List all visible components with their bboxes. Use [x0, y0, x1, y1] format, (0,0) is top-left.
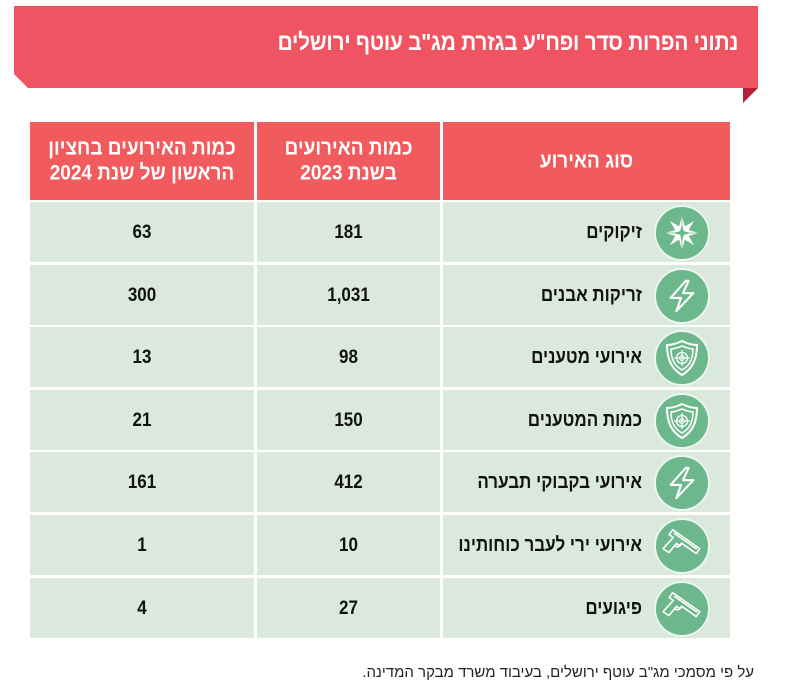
pistol-icon	[654, 518, 710, 574]
cell-count-h1-2024: 13	[30, 327, 254, 387]
cell-count-2023: 412	[257, 452, 440, 512]
source-footnote: על פי מסמכי מג"ב עוטף ירושלים, בעיבוד מש…	[362, 664, 754, 681]
header-count-h1-2024: כמות האירועים בחציון הראשון של שנת 2024	[30, 122, 254, 200]
cell-event-type: פיגועים	[443, 578, 730, 638]
header-count-2024-line2: הראשון של שנת 2024	[49, 161, 235, 186]
cell-count-h1-2024: 300	[30, 265, 254, 325]
cell-event-type: זריקות אבנים	[443, 265, 730, 325]
page-title: נתוני הפרות סדר ופח"ע בגזרת מג"ב עוטף יר…	[277, 30, 739, 56]
header-count-2023-line2: בשנת 2023	[300, 161, 397, 186]
cell-count-h1-2024: 161	[30, 452, 254, 512]
cell-count-h1-2024: 63	[30, 202, 254, 262]
cell-count-2023: 150	[257, 390, 440, 450]
table-row: אירועי ירי לעבר כוחותינו 10 1	[30, 515, 730, 575]
cell-count-2023: 1,031	[257, 265, 440, 325]
cell-event-type: זיקוקים	[443, 202, 730, 262]
shield-target-icon	[654, 393, 710, 449]
table-row: אירועי בקבוקי תבערה 412 161	[30, 452, 730, 512]
cell-count-h1-2024: 4	[30, 578, 254, 638]
cell-event-type: כמות המטענים	[443, 390, 730, 450]
event-type-label: אירועי ירי לעבר כוחותינו	[458, 533, 642, 556]
event-type-label: פיגועים	[585, 596, 642, 619]
cell-event-type: אירועי בקבוקי תבערה	[443, 452, 730, 512]
events-table: סוג האירוע כמות האירועים בשנת 2023 כמות …	[30, 122, 730, 638]
lightning-icon	[654, 268, 710, 324]
cell-count-2023: 98	[257, 327, 440, 387]
event-type-label: זיקוקים	[586, 220, 642, 243]
cell-count-h1-2024: 1	[30, 515, 254, 575]
table-row: כמות המטענים 150 21	[30, 390, 730, 450]
banner-fold	[743, 88, 758, 103]
cell-event-type: אירועי מטענים	[443, 327, 730, 387]
event-type-label: אירועי בקבוקי תבערה	[477, 470, 642, 493]
cell-count-2023: 27	[257, 578, 440, 638]
table-row: אירועי מטענים 98 13	[30, 327, 730, 387]
cell-event-type: אירועי ירי לעבר כוחותינו	[443, 515, 730, 575]
event-type-label: אירועי מטענים	[531, 345, 642, 368]
header-count-2023: כמות האירועים בשנת 2023	[257, 122, 440, 200]
lightning-icon	[654, 455, 710, 511]
event-type-label: זריקות אבנים	[540, 283, 642, 306]
event-type-label: כמות המטענים	[527, 408, 642, 431]
title-banner	[14, 6, 758, 88]
cell-count-h1-2024: 21	[30, 390, 254, 450]
table-row: זיקוקים 181 63	[30, 202, 730, 262]
starburst-icon	[654, 205, 710, 261]
header-count-2024-line1: כמות האירועים בחציון	[48, 136, 236, 161]
header-count-2023-line1: כמות האירועים	[284, 136, 413, 161]
pistol-icon	[654, 581, 710, 637]
table-row: פיגועים 27 4	[30, 578, 730, 638]
shield-target-icon	[654, 330, 710, 386]
table-row: זריקות אבנים 1,031 300	[30, 265, 730, 325]
cell-count-2023: 10	[257, 515, 440, 575]
header-event-type: סוג האירוע	[443, 122, 730, 200]
cell-count-2023: 181	[257, 202, 440, 262]
